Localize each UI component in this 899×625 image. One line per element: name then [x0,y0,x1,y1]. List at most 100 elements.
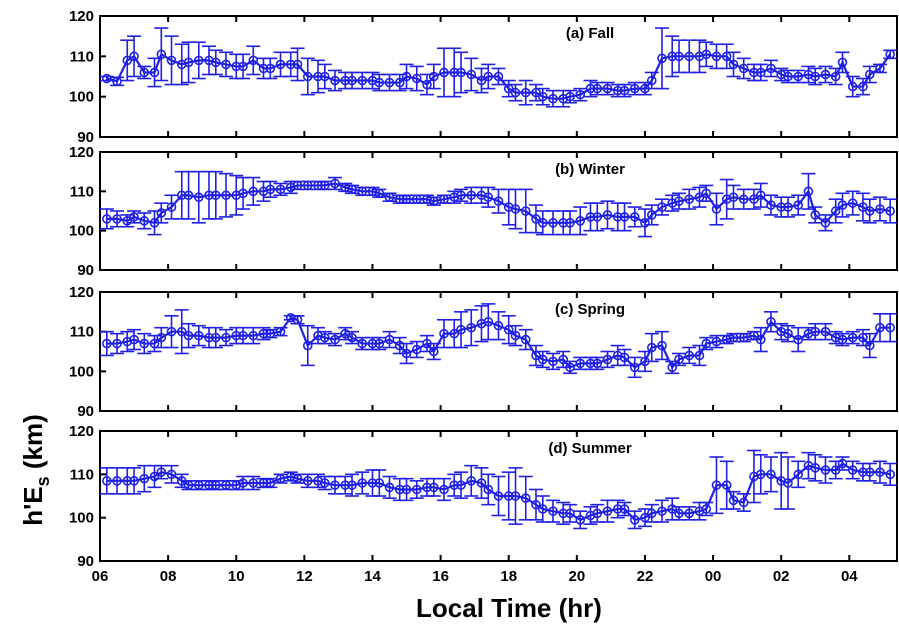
data-point [548,506,558,516]
data-point [384,192,395,203]
x-tick-label: 08 [160,568,177,585]
data-point [330,334,340,345]
data-point [711,336,722,347]
data-point [803,186,814,197]
data-point [449,480,460,490]
data-point [619,352,630,363]
data-point [193,330,204,341]
data-point [476,75,487,86]
x-tick-label: 04 [841,568,858,585]
data-point [493,491,504,501]
data-point [292,180,303,191]
data-point [755,67,766,78]
data-point [885,206,895,216]
data-point [139,338,150,349]
data-point [149,471,160,482]
data-point [837,57,848,68]
data-point [766,316,776,327]
data-point [531,214,541,224]
data-point [319,332,330,343]
data-point [449,328,460,339]
y-tick-label: 100 [69,89,94,106]
data-point [347,480,357,490]
data-point [619,212,630,222]
data-point [319,180,330,191]
data-point [674,196,684,206]
data-point [265,184,276,195]
data-point [510,330,521,341]
data-point [565,508,575,519]
data-point [558,354,569,365]
data-point [783,71,793,82]
data-point [755,190,766,201]
data-point [548,356,558,367]
data-point [810,71,821,82]
data-point [755,334,766,345]
data-point [885,49,895,60]
data-point [149,67,160,78]
data-point [602,354,613,365]
panel-1: 90 100 110 120 (b) Winter [69,144,898,279]
data-point [340,328,351,339]
data-point [401,71,412,82]
data-point [864,69,875,80]
data-point [565,218,575,228]
data-point [166,469,177,480]
data-point [820,465,831,475]
data-point [248,55,259,66]
data-point [313,180,323,191]
data-point [347,75,357,86]
data-point [319,478,330,488]
data-point [401,348,412,359]
data-point [292,314,303,325]
data-point [721,480,732,490]
data-point [456,324,466,335]
data-point [793,334,804,345]
data-point [684,194,695,204]
data-point [585,83,596,94]
data-point [612,212,623,222]
data-point [558,218,569,228]
data-point [466,476,477,486]
data-point [830,206,841,216]
data-point [183,330,194,341]
x-tick-label: 06 [92,568,109,585]
data-point [156,208,167,218]
data-point [258,478,269,488]
data-point [830,465,841,475]
data-point [166,55,177,66]
data-point [401,194,412,204]
data-point [847,198,858,208]
data-point [221,190,231,201]
data-point [667,362,678,373]
data-point [340,480,351,490]
data-point [766,200,776,210]
data-point [302,340,313,351]
data-point [265,328,276,339]
x-tick-label: 18 [500,568,517,585]
data-point [221,59,231,70]
data-point [122,216,133,226]
data-point [221,332,231,343]
data-point [738,194,749,204]
data-point [122,476,133,486]
data-point [575,216,586,226]
data-point [166,326,177,337]
data-point [783,328,793,339]
data-point [112,338,122,349]
data-point [837,334,848,345]
data-point [657,53,667,64]
y-tick-label: 100 [69,363,94,380]
data-point [602,83,613,94]
data-point [275,473,286,484]
data-point [292,473,303,484]
data-point [776,202,786,212]
data-point [657,506,667,516]
data-point [810,326,821,337]
data-point [319,71,330,82]
x-tick-label: 12 [296,568,313,585]
data-point [176,476,187,486]
data-point [728,495,739,506]
data-point [367,478,378,488]
x-tick-label: 16 [432,568,449,585]
